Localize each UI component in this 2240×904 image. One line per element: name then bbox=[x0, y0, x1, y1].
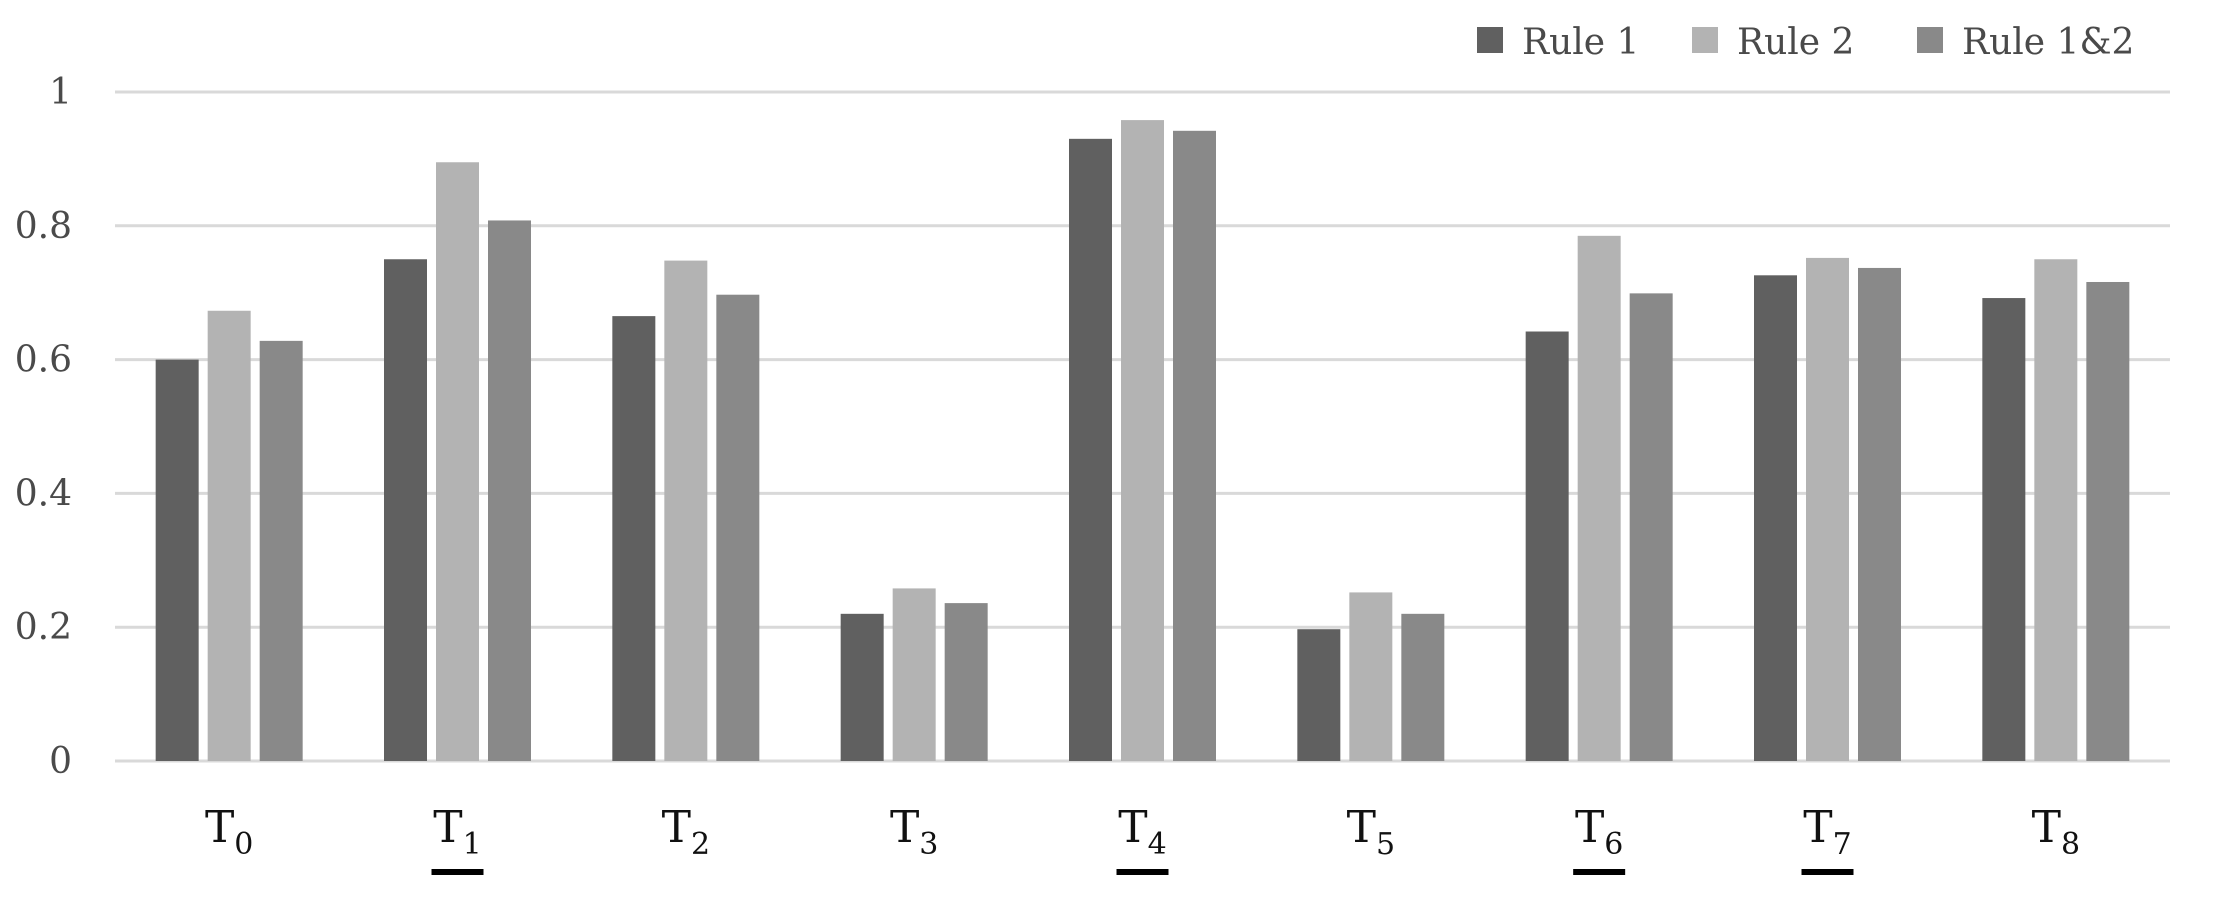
x-tick-label-main: T bbox=[2032, 802, 2061, 853]
y-tick-label: 0 bbox=[49, 741, 72, 782]
y-tick-label: 0.4 bbox=[15, 473, 72, 514]
bar-rule-1-t2 bbox=[612, 316, 656, 761]
x-tick-label-main: T bbox=[1347, 802, 1376, 853]
bar-rule-1-2-t8 bbox=[2086, 281, 2130, 761]
bar-rule-1-2-t2 bbox=[716, 294, 760, 761]
x-tick-label-subscript: 1 bbox=[463, 827, 482, 862]
x-tick-label-subscript: 2 bbox=[691, 827, 710, 862]
x-tick-label: T8 bbox=[2032, 802, 2080, 862]
bar-rule-2-t6 bbox=[1577, 235, 1621, 761]
bar-rule-2-t5 bbox=[1349, 592, 1393, 761]
bar-rule-1-2-t0 bbox=[259, 340, 303, 761]
bar-rule-1-2-t1 bbox=[488, 220, 531, 761]
bar-rule-1-t3 bbox=[840, 613, 884, 761]
bar-rule-2-t4 bbox=[1121, 120, 1164, 761]
x-tick-label-main: T bbox=[662, 802, 691, 853]
x-tick-label: T6 bbox=[1575, 802, 1623, 862]
bar-rule-2-t3 bbox=[892, 588, 936, 761]
x-tick-label-main: T bbox=[1575, 802, 1604, 853]
x-tick-label-subscript: 3 bbox=[919, 827, 938, 862]
x-tick-label-main: T bbox=[205, 802, 234, 853]
y-tick-label: 0.8 bbox=[15, 206, 72, 247]
x-tick-label-subscript: 8 bbox=[2061, 827, 2080, 862]
x-tick-label: T5 bbox=[1347, 802, 1395, 862]
bar-rule-1-2-t7 bbox=[1858, 267, 1901, 761]
legend-swatch bbox=[1477, 27, 1503, 53]
bar-rule-1-t0 bbox=[155, 359, 199, 761]
bar-rule-1-2-t5 bbox=[1401, 613, 1445, 761]
x-tick-label: T0 bbox=[205, 802, 253, 862]
bar-rule-1-2-t4 bbox=[1173, 130, 1216, 761]
x-axis-ticks: T0 T1 T2 T3 T4 T5 T6 T7 T8 bbox=[205, 802, 2080, 875]
bar-rule-1-2-t3 bbox=[944, 603, 988, 761]
x-tick-label-main: T bbox=[433, 802, 462, 853]
bar-rule-2-t7 bbox=[1806, 257, 1849, 761]
bar-rule-2-t2 bbox=[664, 260, 708, 761]
bar-rule-1-t7 bbox=[1754, 275, 1797, 761]
x-tick-label-subscript: 5 bbox=[1376, 827, 1395, 862]
y-axis-ticks: 0 0.2 0.4 0.6 0.8 1 bbox=[15, 72, 72, 782]
bar-rule-2-t1 bbox=[436, 162, 479, 761]
y-tick-label: 0.6 bbox=[15, 340, 72, 381]
x-tick-label-main: T bbox=[890, 802, 919, 853]
bar-rule-2-t0 bbox=[207, 310, 251, 761]
x-tick-label-subscript: 4 bbox=[1148, 827, 1167, 862]
legend-swatch bbox=[1917, 27, 1943, 53]
legend: Rule 1 Rule 2 Rule 1&2 bbox=[1477, 22, 2134, 63]
bar-rule-1-2-t6 bbox=[1629, 293, 1673, 761]
x-tick-label-subscript: 7 bbox=[1833, 827, 1852, 862]
x-tick-label-subscript: 6 bbox=[1604, 827, 1623, 862]
x-tick-label-main: T bbox=[1118, 802, 1147, 853]
legend-label: Rule 1&2 bbox=[1962, 22, 2134, 63]
bar-rule-2-t8 bbox=[2034, 259, 2078, 761]
y-tick-label: 0.2 bbox=[15, 607, 72, 648]
legend-swatch bbox=[1692, 27, 1718, 53]
bar-rule-1-t5 bbox=[1297, 629, 1341, 761]
x-tick-label: T4 bbox=[1118, 802, 1166, 862]
bars bbox=[155, 120, 2130, 761]
x-tick-label: T7 bbox=[1803, 802, 1851, 862]
x-tick-label: T1 bbox=[433, 802, 481, 862]
bar-rule-1-t1 bbox=[384, 259, 427, 761]
bar-rule-1-t8 bbox=[1982, 298, 2026, 761]
y-tick-label: 1 bbox=[49, 72, 72, 113]
bar-rule-1-t6 bbox=[1525, 331, 1569, 761]
legend-label: Rule 1 bbox=[1522, 22, 1639, 63]
legend-label: Rule 2 bbox=[1737, 22, 1854, 63]
x-tick-label-main: T bbox=[1803, 802, 1832, 853]
x-tick-label: T2 bbox=[662, 802, 710, 862]
bar-rule-1-t4 bbox=[1069, 138, 1112, 761]
x-tick-label: T3 bbox=[890, 802, 938, 862]
x-tick-label-subscript: 0 bbox=[234, 827, 253, 862]
